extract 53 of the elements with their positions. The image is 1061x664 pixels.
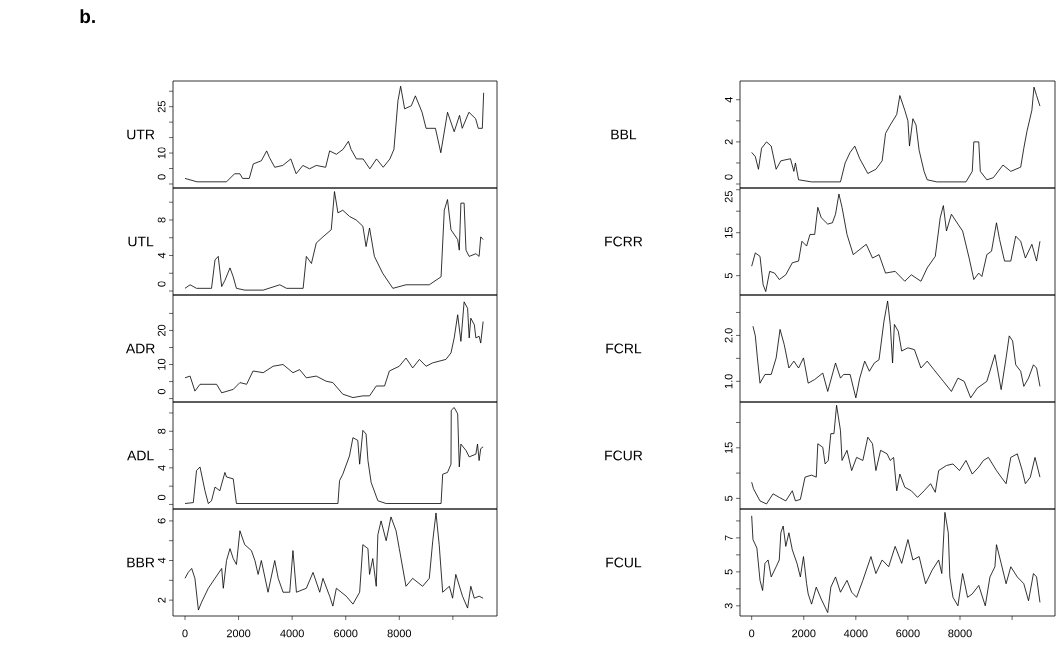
- y-tick-label: 4: [157, 252, 166, 259]
- x-tick-label: 6000: [896, 629, 920, 638]
- y-tick-label: 8: [157, 217, 166, 223]
- y-tick-label: 6: [157, 518, 166, 524]
- x-tick-label: 8000: [948, 629, 972, 638]
- y-axis-title: UTR: [127, 129, 155, 140]
- y-axis-title: FCRL: [606, 343, 642, 354]
- line-series: [751, 512, 1041, 614]
- x-tick-label: 2000: [792, 629, 816, 638]
- y-tick-label: 1.0: [724, 374, 733, 389]
- x-tick-label: 0: [182, 629, 188, 638]
- chart-title: b.: [80, 9, 95, 24]
- line-series: [184, 512, 484, 611]
- x-tick-label: 6000: [334, 629, 358, 638]
- x-tick-label: 0: [749, 629, 755, 638]
- y-axis-title: ADL: [127, 450, 154, 461]
- y-tick-label: 5: [724, 273, 733, 279]
- y-axis-title: BBR: [127, 557, 155, 568]
- line-series: [752, 300, 1041, 399]
- y-tick-label: 4: [157, 465, 166, 471]
- y-tick-label: 5: [724, 495, 733, 501]
- y-tick-label: 3: [724, 603, 733, 609]
- y-axis-title: FCUR: [605, 450, 643, 461]
- y-tick-label: 4: [157, 557, 166, 564]
- y-tick-label: 8: [157, 428, 166, 434]
- y-axis-title: UTL: [128, 236, 154, 247]
- y-tick-label: 25: [724, 191, 733, 203]
- y-tick-label: 0: [157, 281, 166, 287]
- y-tick-label: 0: [157, 388, 166, 395]
- x-tick-label: 8000: [387, 629, 412, 638]
- y-tick-label: 0: [157, 174, 166, 180]
- y-tick-label: 10: [157, 147, 166, 159]
- x-tick-label: 4000: [280, 629, 304, 638]
- y-tick-label: 4: [724, 97, 733, 103]
- y-tick-label: 7: [724, 535, 733, 541]
- y-axis-title: ADR: [125, 343, 155, 354]
- x-tick-label: 4000: [843, 629, 868, 638]
- line-series: [751, 404, 1041, 505]
- y-axis-title: FCRR: [605, 236, 643, 247]
- y-tick-label: 5: [724, 569, 733, 575]
- y-axis-title: FCUL: [606, 557, 642, 568]
- y-tick-label: 0: [724, 174, 733, 180]
- y-tick-label: 25: [157, 101, 166, 113]
- y-tick-label: 2.0: [724, 328, 733, 343]
- y-tick-label: 2: [157, 597, 166, 603]
- y-tick-label: 15: [724, 442, 733, 454]
- y-axis-title: BBL: [611, 129, 637, 140]
- y-tick-label: 20: [157, 324, 166, 336]
- x-tick-label: 2000: [226, 629, 251, 638]
- y-tick-label: 2: [724, 139, 733, 145]
- y-tick-label: 10: [157, 358, 166, 370]
- y-tick-label: 15: [724, 227, 733, 238]
- y-tick-label: 0: [157, 494, 166, 501]
